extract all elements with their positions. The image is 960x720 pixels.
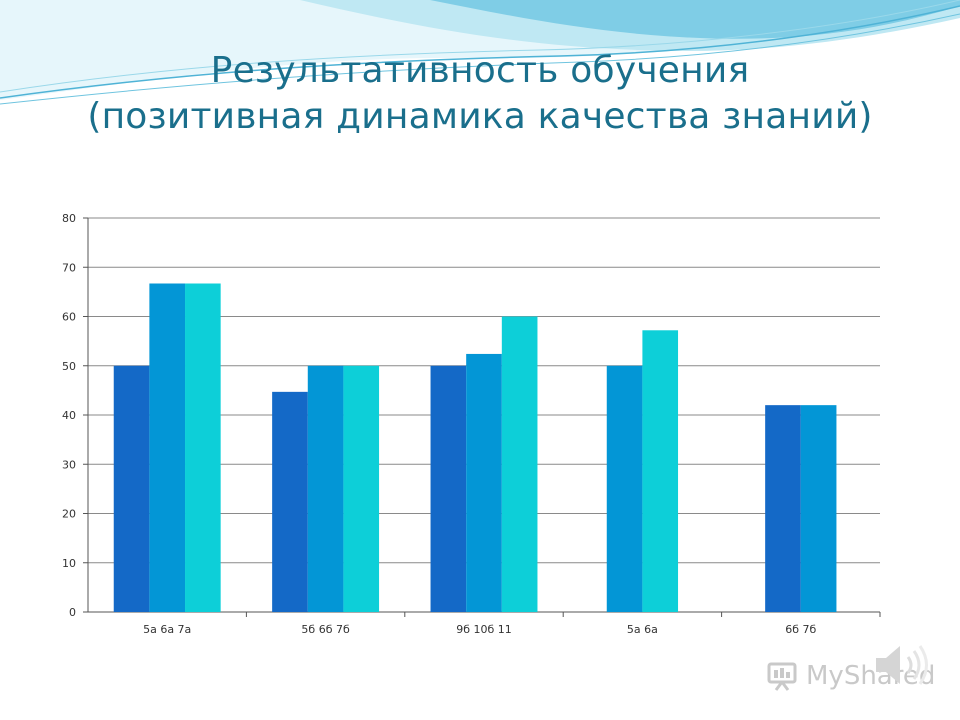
- y-tick-label: 40: [62, 409, 76, 422]
- bar-1-series-3: [185, 283, 221, 612]
- x-tick-label: 5б 6б 7б: [301, 623, 350, 636]
- y-tick-label: 20: [62, 508, 76, 521]
- bar-3-series-2: [466, 353, 502, 612]
- speaker-icon[interactable]: [872, 640, 938, 690]
- y-tick-label: 80: [62, 212, 76, 225]
- x-tick-label: 5а 6а: [627, 623, 658, 636]
- slide-title-line-2: (позитивная динамика качества знаний): [87, 96, 873, 137]
- watermark-text: MyShared: [806, 661, 936, 691]
- bar-3-series-1: [430, 365, 467, 612]
- y-tick-label: 60: [62, 311, 76, 324]
- y-tick-label: 30: [62, 458, 76, 471]
- bar-5-series-1: [765, 405, 801, 612]
- bar-5-series-2: [800, 405, 837, 612]
- bar-3-series-3: [501, 316, 538, 612]
- slide-title-line-1: Результативность обучения: [210, 50, 750, 91]
- y-tick-label: 50: [62, 360, 76, 373]
- decorative-wave: [0, 0, 960, 105]
- watermark: MyShared: [766, 656, 935, 696]
- bar-4-series-3: [642, 330, 679, 612]
- bar-2-series-1: [272, 391, 308, 612]
- presentation-board-icon: [767, 662, 797, 691]
- bar-2-series-2: [307, 365, 344, 612]
- bar-1-series-2: [149, 283, 186, 612]
- bar-2-series-3: [343, 365, 380, 612]
- y-tick-label: 70: [62, 261, 76, 274]
- x-tick-label: 6б 7б: [785, 623, 816, 636]
- x-tick-label: 9б 10б 11: [456, 623, 512, 636]
- y-tick-label: 10: [62, 557, 76, 570]
- x-tick-label: 5а 6а 7а: [143, 623, 191, 636]
- y-tick-label: 0: [69, 606, 76, 619]
- bar-4-series-2: [606, 365, 643, 612]
- bar-1-series-1: [113, 365, 150, 612]
